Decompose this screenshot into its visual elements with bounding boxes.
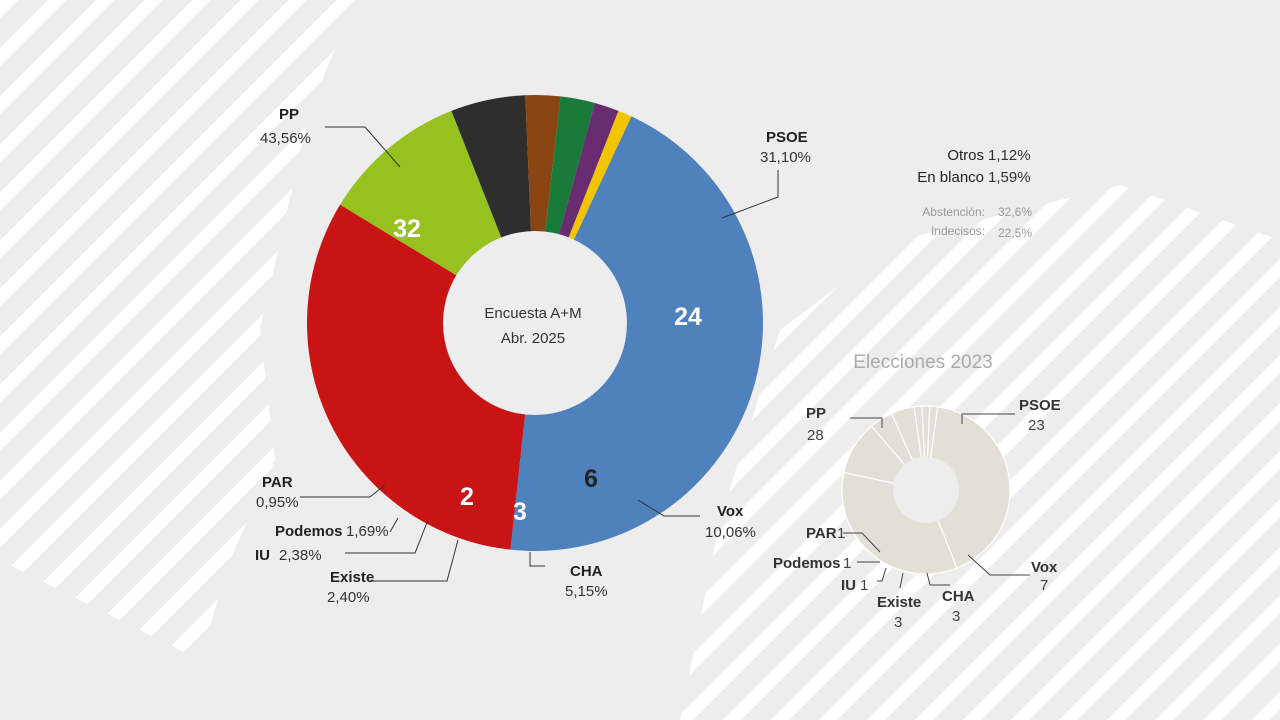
small-label-par-name: PAR xyxy=(806,525,837,542)
small-label-psoe-name: PSOE xyxy=(1019,397,1061,414)
label-cha-name: CHA xyxy=(570,563,603,580)
label-podemos-percent: 1,69% xyxy=(346,523,389,540)
small-leader-lines xyxy=(843,413,1030,589)
slice-pp xyxy=(925,406,1011,569)
label-par-percent: 0,95% xyxy=(256,494,299,511)
slice-pp xyxy=(510,116,763,552)
label-existe-percent: 2,40% xyxy=(327,589,370,606)
label-podemos-name: Podemos xyxy=(275,523,343,540)
label-vox-percent: 10,06% xyxy=(705,524,756,541)
note-blanco-label: En blanco xyxy=(917,169,984,186)
small-label-podemos-seats: 1 xyxy=(843,555,851,572)
label-pp-percent: 43,56% xyxy=(260,130,311,147)
label-existe-name: Existe xyxy=(330,569,374,586)
note-blanco-value: 1,59% xyxy=(988,169,1031,186)
small-label-existe-seats: 3 xyxy=(894,614,902,631)
small-label-vox-seats: 7 xyxy=(1040,577,1048,594)
seat-label-existe: 2 xyxy=(460,483,474,511)
label-iu-percent: 2,38% xyxy=(279,547,322,564)
small-label-existe-name: Existe xyxy=(877,594,921,611)
label-psoe-percent: 31,10% xyxy=(760,149,811,166)
note-indecisos-value: 22,5% xyxy=(998,226,1032,240)
note-otros-label: Otros xyxy=(947,147,984,164)
label-psoe-name: PSOE xyxy=(766,129,808,146)
label-vox-name: Vox xyxy=(717,503,744,520)
small-label-par-seats: 1 xyxy=(837,525,845,542)
small-label-podemos-name: Podemos xyxy=(773,555,841,572)
small-label-cha-seats: 3 xyxy=(952,608,960,625)
seat-label-pp: 32 xyxy=(393,215,421,243)
seat-label-vox: 6 xyxy=(584,465,598,493)
note-abstencion-value: 32,6% xyxy=(998,205,1032,219)
small-label-cha-name: CHA xyxy=(942,588,975,605)
note-abstencion-label: Abstención: xyxy=(922,205,985,219)
label-iu-name: IU xyxy=(255,547,270,564)
center-label-line1: Encuesta A+M xyxy=(484,305,581,322)
main-leader-lines xyxy=(300,126,779,582)
center-label-line2: Abr. 2025 xyxy=(501,330,565,347)
note-otros-value: 1,12% xyxy=(988,147,1031,164)
seat-label-cha: 3 xyxy=(513,498,527,526)
label-par-name: PAR xyxy=(262,474,293,491)
main-donut-hole xyxy=(443,231,627,415)
subtitle-2023: Elecciones 2023 xyxy=(853,352,992,373)
small-label-iu-name: IU xyxy=(841,577,856,594)
small-label-iu-seats: 1 xyxy=(860,577,868,594)
small-label-pp-name: PP xyxy=(806,405,826,422)
label-cha-percent: 5,15% xyxy=(565,583,608,600)
small-donut-hole xyxy=(893,457,959,523)
small-label-psoe-seats: 23 xyxy=(1028,417,1045,434)
note-indecisos-label: Indecisos: xyxy=(931,224,985,238)
seat-label-psoe: 24 xyxy=(674,303,702,331)
label-pp-name: PP xyxy=(279,106,299,123)
small-label-vox-name: Vox xyxy=(1031,559,1058,576)
small-label-pp-seats: 28 xyxy=(807,427,824,444)
